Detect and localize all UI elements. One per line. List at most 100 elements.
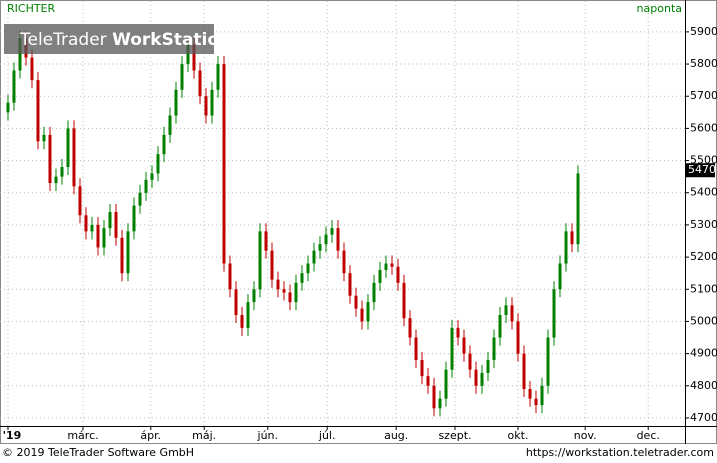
candle-body — [108, 212, 112, 229]
candle-body — [564, 231, 568, 264]
x-tick-label: okt. — [508, 429, 529, 442]
candle-body — [372, 282, 376, 303]
candle-body — [336, 228, 340, 251]
candle-body — [102, 228, 106, 248]
candle-body — [120, 237, 124, 274]
chart-title: RICHTER — [7, 2, 56, 15]
candle-body — [60, 167, 64, 177]
x-tick-label: '19 — [3, 429, 22, 442]
candle-body — [378, 269, 382, 283]
x-tick-label: jún. — [257, 429, 279, 442]
y-tick-label: 5800 — [690, 57, 717, 70]
candle-body — [420, 360, 424, 377]
watermark: TeleTrader WorkStation — [19, 30, 231, 50]
candle-body — [168, 115, 172, 135]
candle-body — [462, 337, 466, 354]
footer-right: https://workstation.teletrader.com — [526, 446, 714, 459]
candle-body — [504, 305, 508, 316]
candle-body — [90, 224, 94, 232]
candle-body — [390, 263, 394, 267]
candle-body — [300, 273, 304, 283]
candle-body — [450, 327, 454, 370]
candle-body — [198, 70, 202, 97]
candle-body — [294, 282, 298, 303]
candle-body — [186, 44, 190, 65]
candle-body — [114, 212, 118, 238]
candle-body — [306, 263, 310, 274]
candle-body — [162, 134, 166, 155]
candle-body — [228, 263, 232, 290]
candle-body — [522, 353, 526, 390]
candle-body — [126, 231, 130, 274]
candle-body — [288, 292, 292, 303]
candle-body — [180, 64, 184, 90]
candle-body — [432, 385, 436, 409]
candle-body — [42, 134, 46, 142]
y-tick-label: 5900 — [690, 25, 717, 38]
candle-body — [204, 96, 208, 116]
candle-body — [474, 369, 478, 386]
candle-body — [330, 228, 334, 235]
candle-body — [36, 80, 40, 142]
x-tick-label: nov. — [574, 429, 597, 442]
candle-body — [252, 289, 256, 303]
candle-body — [276, 279, 280, 290]
candle-body — [66, 128, 70, 168]
candle-body — [444, 369, 448, 399]
last-price-box — [686, 163, 715, 178]
candle-body — [540, 385, 544, 406]
candle-body — [222, 64, 226, 264]
candle-body — [510, 305, 514, 322]
candle-body — [516, 321, 520, 354]
candle-body — [84, 215, 88, 232]
x-tick-label: aug. — [384, 429, 408, 442]
candle-body — [6, 102, 10, 113]
candle-body — [54, 176, 58, 184]
candle-body — [144, 179, 148, 193]
y-tick-label: 4900 — [690, 347, 717, 360]
candle-body — [72, 128, 76, 187]
candle-body — [240, 315, 244, 328]
candle-body — [30, 57, 34, 81]
candle-body — [468, 353, 472, 370]
y-tick-label: 5600 — [690, 121, 717, 134]
y-tick-label: 5400 — [690, 186, 717, 199]
y-tick-label: 5700 — [690, 89, 717, 102]
candle-body — [216, 64, 220, 90]
candle-body — [492, 337, 496, 361]
y-tick-label: 5200 — [690, 250, 717, 263]
candle-body — [486, 360, 490, 373]
x-tick-label: ápr. — [140, 429, 161, 442]
candle-body — [342, 250, 346, 274]
candle-body — [480, 372, 484, 386]
candle-body — [150, 173, 154, 180]
watermark-text: WorkStation — [112, 30, 231, 50]
candle-body — [156, 154, 160, 174]
candle-body — [312, 250, 316, 264]
candle-body — [570, 231, 574, 245]
candle-body — [546, 337, 550, 386]
x-tick-label: szept. — [438, 429, 471, 442]
candle-body — [48, 134, 52, 184]
y-tick-label: 5000 — [690, 314, 717, 327]
period: naponta — [637, 2, 682, 15]
candle-body — [12, 70, 16, 103]
x-tick-label: dec. — [637, 429, 660, 442]
y-tick-label: 5300 — [690, 218, 717, 231]
candle-body — [534, 398, 538, 406]
candle-body — [558, 263, 562, 290]
x-tick-label: máj. — [192, 429, 216, 442]
candle-body — [348, 273, 352, 296]
candle-body — [132, 205, 136, 232]
plot — [0, 1, 685, 426]
candle-body — [360, 308, 364, 322]
last-price-label: 5470 — [688, 163, 716, 176]
candle-body — [318, 244, 322, 251]
candle-body — [258, 231, 262, 290]
candle-body — [282, 289, 286, 293]
candle-body — [192, 44, 196, 71]
candle-body — [438, 398, 442, 409]
candle-body — [576, 173, 580, 245]
